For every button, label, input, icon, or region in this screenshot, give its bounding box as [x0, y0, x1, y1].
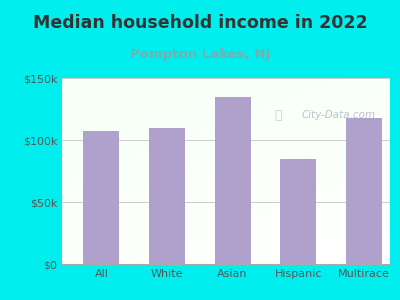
Text: Pompton Lakes, NJ: Pompton Lakes, NJ	[130, 48, 270, 61]
Bar	[149, 128, 185, 264]
Bar	[83, 131, 120, 264]
Bar	[214, 97, 251, 264]
Bar	[346, 118, 382, 264]
Text: City-Data.com: City-Data.com	[302, 110, 376, 120]
Text: ⌕: ⌕	[275, 109, 282, 122]
Bar	[280, 159, 316, 264]
Text: Median household income in 2022: Median household income in 2022	[33, 14, 367, 32]
